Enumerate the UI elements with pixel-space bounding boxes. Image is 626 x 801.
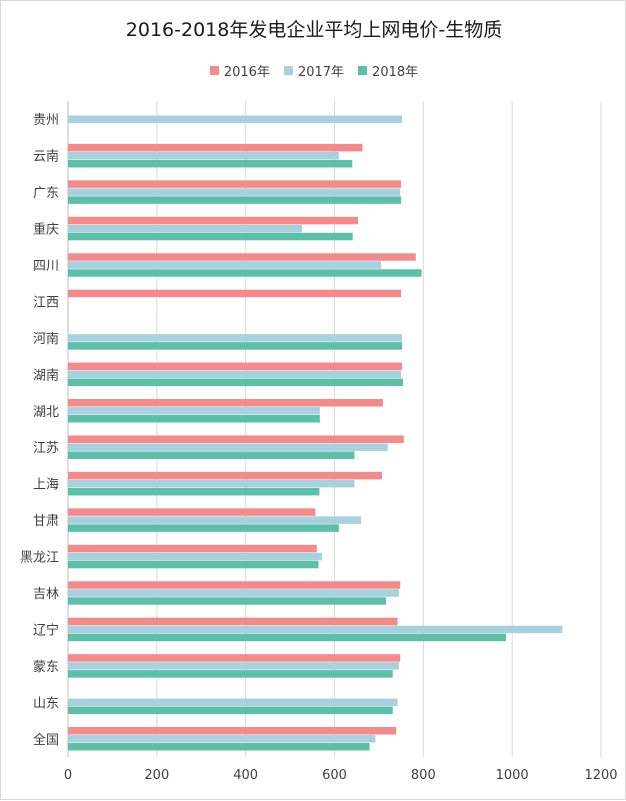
bar-2018年 (68, 269, 422, 277)
bar-2018年 (68, 633, 506, 642)
bar-2017年 (68, 334, 403, 342)
bar-2017年 (68, 625, 563, 634)
bar-2016年 (68, 253, 416, 261)
bar-2017年 (68, 224, 303, 233)
bar-2018年 (68, 560, 319, 569)
bar-2018年 (68, 487, 320, 496)
bar-2018年 (68, 196, 402, 204)
x-tick-label: 0 (64, 768, 72, 783)
bar-2016年 (68, 581, 401, 589)
bar-2016年 (68, 544, 317, 553)
bar-2018年 (68, 159, 353, 168)
category-label: 湖北 (33, 405, 59, 420)
legend-label-2017: 2017年 (297, 65, 345, 80)
category-label: 蒙东 (33, 660, 59, 675)
x-tick-label: 800 (411, 768, 436, 783)
bar-2017年 (68, 151, 339, 160)
bar-2016年 (68, 216, 359, 225)
bar-2016年 (68, 508, 316, 516)
legend-swatch-2016 (209, 66, 219, 75)
bar-2017年 (68, 552, 323, 561)
bar-2016年 (68, 399, 383, 407)
bar-2016年 (68, 362, 403, 371)
bar-2018年 (68, 451, 355, 459)
category-label: 甘肃 (33, 514, 59, 529)
bar-2016年 (68, 654, 401, 662)
bar-2016年 (68, 727, 397, 735)
category-label: 山东 (33, 696, 59, 711)
bar-2018年 (68, 743, 370, 751)
bar-2016年 (68, 617, 398, 626)
category-label: 江苏 (33, 440, 59, 456)
bar-2016年 (68, 180, 402, 188)
category-label: 重庆 (33, 222, 59, 238)
bar-2018年 (68, 378, 403, 387)
category-label: 广东 (33, 186, 59, 201)
x-tick-label: 200 (144, 768, 169, 783)
bar-2018年 (68, 706, 393, 715)
category-label: 湖南 (33, 367, 59, 383)
category-label: 黑龙江 (20, 551, 59, 566)
chart-title: 2016-2018年发电企业平均上网电价-生物质 (125, 19, 503, 41)
category-label: 辽宁 (33, 622, 59, 638)
x-tick-label: 600 (322, 768, 347, 783)
bar-2018年 (68, 342, 403, 350)
category-label: 全国 (33, 732, 59, 748)
bar-2017年 (68, 698, 398, 707)
category-label: 吉林 (33, 587, 59, 602)
category-label: 上海 (33, 478, 59, 493)
bar-2017年 (68, 479, 355, 488)
legend-label-2018: 2018年 (372, 65, 419, 80)
bar-2016年 (68, 289, 402, 298)
bar-2017年 (68, 589, 399, 597)
bar-2017年 (68, 261, 382, 269)
bar-2017年 (68, 443, 388, 451)
category-label: 江西 (33, 295, 59, 310)
category-label: 四川 (33, 259, 59, 274)
legend-item-2018: 2018年 (358, 61, 418, 80)
x-tick-label: 1200 (584, 768, 617, 783)
legend-swatch-2017 (283, 66, 293, 75)
bar-2018年 (68, 670, 393, 678)
bar-2017年 (68, 516, 362, 524)
x-tick-label: 1000 (496, 768, 529, 783)
bar-2017年 (68, 370, 402, 379)
bar-2018年 (68, 597, 387, 605)
bar-2017年 (68, 188, 401, 196)
legend-swatch-2018 (358, 66, 368, 75)
bar-2016年 (68, 435, 404, 443)
legend: 2016年 2017年 2018年 (1, 61, 626, 80)
bar-2018年 (68, 415, 320, 423)
legend-label-2016: 2016年 (223, 65, 270, 80)
bar-2016年 (68, 471, 383, 480)
bar-2017年 (68, 735, 376, 743)
bar-2017年 (68, 407, 320, 415)
x-tick-label: 400 (233, 768, 258, 783)
bar-2017年 (68, 662, 399, 670)
bar-2018年 (68, 232, 353, 241)
bar-2017年 (68, 115, 403, 123)
legend-item-2017: 2017年 (283, 61, 345, 80)
bar-2018年 (68, 524, 339, 532)
category-label: 河南 (33, 331, 59, 347)
category-label: 贵州 (33, 113, 59, 128)
bar-2016年 (68, 143, 363, 152)
legend-item-2016: 2016年 (209, 61, 270, 80)
category-label: 云南 (33, 149, 59, 165)
